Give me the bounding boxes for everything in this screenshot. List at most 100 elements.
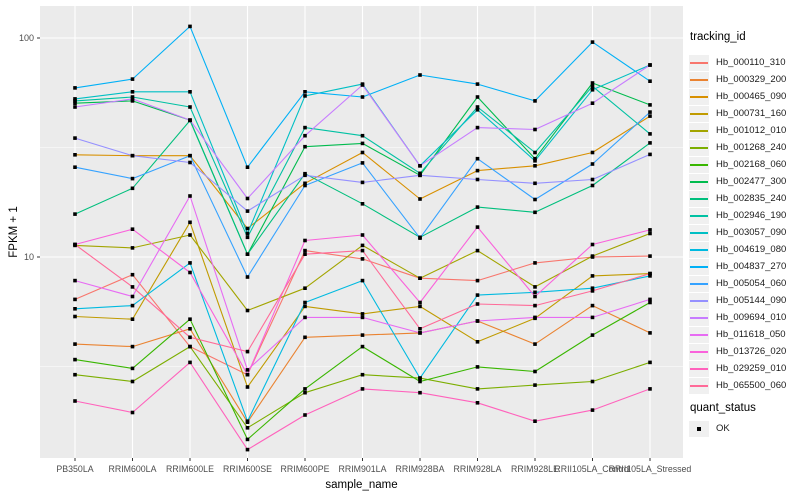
data-point	[648, 360, 652, 365]
data-point	[590, 315, 595, 320]
legend-item: Hb_000731_160	[689, 105, 786, 122]
data-point	[533, 181, 537, 186]
legend-label: Hb_004837_270	[716, 261, 787, 272]
data-point	[533, 303, 537, 308]
data-point	[188, 194, 192, 198]
data-point	[475, 205, 480, 209]
data-point	[475, 168, 480, 173]
data-point	[648, 300, 652, 305]
data-point	[648, 228, 652, 232]
legend-item: Hb_002477_300	[689, 173, 786, 190]
legend-key	[689, 156, 709, 173]
data-point	[303, 286, 307, 290]
legend-item: Hb_003057_090	[689, 224, 786, 241]
data-point	[648, 152, 652, 157]
y-tick-label: 100	[19, 33, 34, 43]
legend-key	[689, 275, 709, 292]
data-point	[73, 278, 77, 283]
x-tick-label: RRIM928LA	[454, 464, 502, 474]
data-point	[130, 285, 135, 289]
legend-key-line-icon	[690, 333, 708, 336]
data-point	[475, 293, 480, 297]
data-point	[245, 165, 250, 169]
data-point	[648, 297, 652, 302]
x-tick-label: RRII105LA_Control	[554, 464, 630, 474]
data-point	[188, 270, 192, 275]
data-point	[73, 153, 77, 157]
data-point	[360, 83, 365, 87]
data-point	[73, 399, 77, 403]
data-point	[475, 125, 480, 130]
legend-label: Hb_000465_090	[716, 91, 787, 102]
data-point	[303, 94, 307, 98]
x-tick-label: PB350LA	[56, 464, 93, 474]
legend-key-line-icon	[690, 146, 708, 149]
legend-key	[689, 309, 709, 326]
data-point	[303, 387, 307, 391]
x-tick-label: RRIM928LE	[511, 464, 559, 474]
legend-item: Hb_002946_190	[689, 207, 786, 224]
legend-key-line-icon	[690, 282, 708, 285]
point-square-icon	[697, 426, 701, 431]
data-point	[245, 368, 250, 372]
data-point	[475, 278, 480, 283]
data-point	[130, 186, 135, 191]
data-point	[188, 24, 192, 29]
data-point	[73, 342, 77, 346]
legend-item: Hb_004837_270	[689, 258, 786, 275]
data-point	[648, 254, 652, 258]
data-point	[303, 304, 307, 309]
data-point	[130, 303, 135, 308]
data-point	[130, 97, 135, 101]
data-point	[130, 77, 135, 81]
data-point	[590, 254, 595, 258]
data-point	[73, 165, 77, 169]
data-point	[475, 105, 480, 109]
data-point	[648, 79, 652, 83]
data-point	[188, 335, 192, 340]
data-point	[188, 220, 192, 225]
legend-key-line-icon	[690, 197, 708, 200]
data-point	[188, 317, 192, 321]
data-point	[360, 344, 365, 349]
legend-key	[689, 224, 709, 241]
data-point	[533, 150, 537, 155]
data-point	[648, 271, 652, 276]
legend-label: Hb_002946_190	[716, 210, 787, 221]
data-point	[73, 86, 77, 90]
data-point	[73, 99, 77, 103]
data-point	[245, 209, 250, 213]
data-point	[590, 84, 595, 89]
legend-item: Hb_011618_050	[689, 326, 786, 343]
data-point	[130, 410, 135, 415]
legend-item-quant-ok: OK	[689, 420, 730, 437]
data-point	[360, 315, 365, 320]
legend-label: Hb_013726_020	[716, 346, 787, 357]
data-point	[73, 97, 77, 101]
data-point	[360, 312, 365, 316]
legend-item: Hb_013726_020	[689, 343, 786, 360]
data-point	[360, 202, 365, 206]
data-point	[73, 307, 77, 311]
data-point	[73, 136, 77, 140]
data-point	[360, 243, 365, 248]
data-point	[130, 366, 135, 371]
data-point	[188, 105, 192, 109]
legend-item: Hb_002835_240	[689, 190, 786, 207]
data-point	[303, 183, 307, 188]
data-point	[303, 390, 307, 395]
data-point	[360, 333, 365, 337]
data-point	[533, 290, 537, 295]
data-point	[360, 387, 365, 391]
data-point	[648, 110, 652, 114]
data-point	[303, 300, 307, 305]
data-point	[533, 294, 537, 299]
legend-item: Hb_029259_010	[689, 360, 786, 377]
data-point	[303, 133, 307, 138]
legend-label: Hb_002835_240	[716, 193, 787, 204]
legend-label: Hb_011618_050	[716, 329, 786, 340]
legend-label: Hb_002477_300	[716, 176, 787, 187]
data-point	[418, 173, 422, 178]
legend-key	[689, 190, 709, 207]
